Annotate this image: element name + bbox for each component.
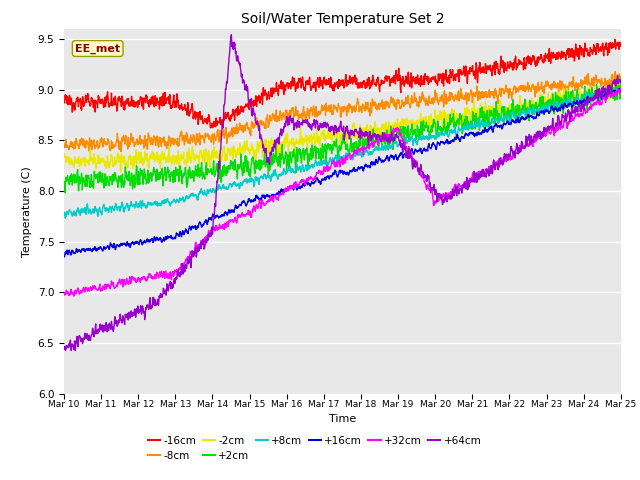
+32cm: [568, 115, 575, 121]
+64cm: [617, 78, 625, 84]
-8cm: [117, 149, 125, 155]
+2cm: [60, 181, 68, 187]
-8cm: [371, 99, 379, 105]
+64cm: [568, 107, 576, 113]
Line: -8cm: -8cm: [64, 72, 621, 152]
-16cm: [359, 80, 367, 85]
-16cm: [207, 125, 214, 131]
+8cm: [359, 154, 367, 159]
Line: +32cm: +32cm: [64, 88, 621, 296]
+8cm: [61, 215, 69, 221]
-2cm: [617, 90, 625, 96]
+16cm: [568, 104, 575, 109]
-16cm: [371, 81, 379, 87]
-8cm: [504, 94, 512, 99]
+16cm: [617, 88, 625, 94]
+32cm: [70, 293, 77, 299]
-2cm: [584, 96, 591, 102]
+64cm: [216, 166, 223, 171]
+32cm: [359, 147, 367, 153]
+32cm: [216, 221, 223, 227]
Line: +16cm: +16cm: [64, 88, 621, 257]
-8cm: [216, 134, 223, 140]
+8cm: [504, 113, 512, 119]
+16cm: [216, 214, 223, 219]
-2cm: [371, 120, 379, 126]
+64cm: [228, 32, 236, 37]
+8cm: [371, 146, 379, 152]
Text: EE_met: EE_met: [75, 43, 120, 54]
-2cm: [568, 90, 575, 96]
Line: -16cm: -16cm: [64, 39, 621, 128]
+2cm: [617, 76, 625, 82]
Line: +64cm: +64cm: [64, 35, 621, 350]
+16cm: [358, 166, 366, 172]
+32cm: [584, 109, 591, 115]
Line: +2cm: +2cm: [64, 79, 621, 193]
-16cm: [611, 36, 619, 42]
Legend: -16cm, -8cm, -2cm, +2cm, +8cm, +16cm, +32cm, +64cm: -16cm, -8cm, -2cm, +2cm, +8cm, +16cm, +3…: [144, 432, 485, 465]
+2cm: [359, 141, 367, 146]
-16cm: [216, 120, 223, 125]
+32cm: [371, 139, 379, 145]
-2cm: [216, 153, 223, 158]
+16cm: [504, 119, 512, 124]
-8cm: [584, 79, 591, 85]
-2cm: [504, 105, 512, 111]
Line: +8cm: +8cm: [64, 88, 621, 218]
-16cm: [617, 43, 625, 49]
-8cm: [568, 83, 575, 89]
+8cm: [60, 211, 68, 217]
Y-axis label: Temperature (C): Temperature (C): [22, 166, 32, 257]
-16cm: [504, 63, 512, 69]
+2cm: [617, 78, 625, 84]
+8cm: [616, 85, 623, 91]
-8cm: [359, 101, 367, 107]
Title: Soil/Water Temperature Set 2: Soil/Water Temperature Set 2: [241, 12, 444, 26]
+64cm: [60, 345, 68, 350]
+8cm: [568, 99, 575, 105]
+32cm: [617, 85, 625, 91]
-2cm: [359, 129, 367, 135]
+32cm: [60, 292, 68, 298]
+16cm: [60, 254, 68, 260]
-8cm: [611, 69, 619, 74]
+16cm: [583, 95, 591, 101]
-2cm: [122, 169, 129, 175]
+64cm: [359, 133, 367, 139]
X-axis label: Time: Time: [329, 414, 356, 424]
-8cm: [60, 142, 68, 147]
-16cm: [584, 49, 591, 55]
+16cm: [615, 85, 623, 91]
-2cm: [60, 153, 68, 158]
+2cm: [371, 139, 379, 145]
+64cm: [371, 131, 379, 136]
+64cm: [72, 348, 79, 353]
Line: -2cm: -2cm: [64, 85, 621, 172]
+2cm: [61, 190, 69, 196]
+2cm: [568, 94, 575, 100]
+16cm: [371, 161, 378, 167]
+2cm: [584, 104, 591, 110]
+32cm: [504, 154, 512, 159]
-16cm: [60, 98, 68, 104]
+2cm: [504, 115, 512, 121]
-2cm: [614, 82, 622, 88]
+64cm: [584, 102, 591, 108]
+64cm: [505, 152, 513, 157]
-8cm: [617, 73, 625, 79]
+8cm: [216, 185, 223, 191]
+8cm: [617, 85, 625, 91]
+2cm: [216, 165, 223, 170]
-16cm: [568, 46, 575, 52]
+8cm: [584, 92, 591, 97]
